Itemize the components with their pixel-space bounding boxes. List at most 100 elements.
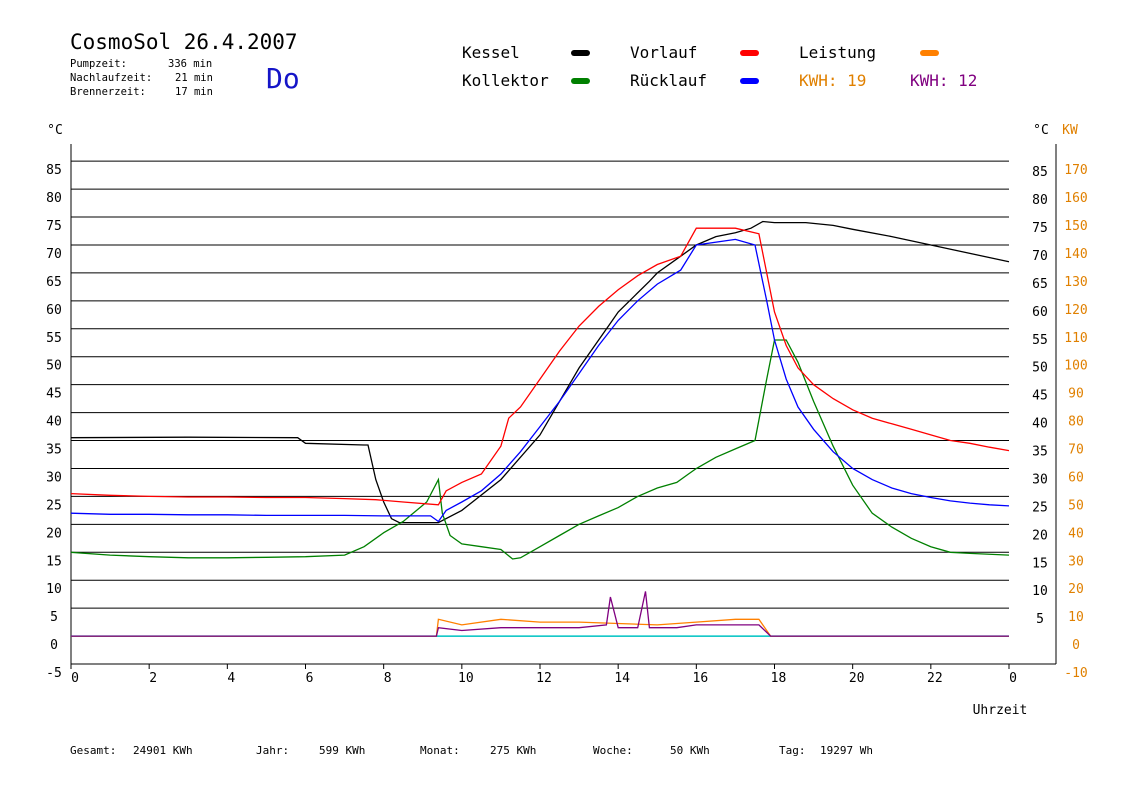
y-tick-label-power: 20 <box>1068 582 1084 597</box>
y-tick-label-right: 5 <box>1036 612 1044 627</box>
y-tick-label-left: 25 <box>46 498 62 513</box>
y-tick-label-right: 85 <box>1032 165 1048 180</box>
stat-label: Pumpzeit: <box>70 58 127 70</box>
y-tick-label-left: 65 <box>46 275 62 290</box>
stat-label: Brennerzeit: <box>70 86 146 98</box>
x-axis-label: Uhrzeit <box>973 703 1028 718</box>
y-tick-label-right: 45 <box>1032 389 1048 404</box>
stat-brennerzeit: Brennerzeit: 17 min <box>70 86 213 98</box>
y-tick-label-power: 130 <box>1064 275 1087 290</box>
x-tick-label: 22 <box>927 671 943 686</box>
y-tick-label-power: 30 <box>1068 554 1084 569</box>
footer-label: Tag: <box>779 744 806 757</box>
y-tick-label-left: 85 <box>46 163 62 178</box>
legend-label-leistung: Leistung <box>799 43 877 62</box>
y-tick-label-left: 70 <box>46 247 62 262</box>
legend-swatch-ruecklauf <box>740 78 759 84</box>
x-tick-label: 14 <box>614 671 630 686</box>
y-tick-label-left: 45 <box>46 387 62 402</box>
y-tick-label-right: 50 <box>1032 361 1048 376</box>
x-tick-label: 8 <box>384 671 392 686</box>
y-tick-label-right: 15 <box>1032 556 1048 571</box>
kwh-purple: KWH: 12 <box>910 71 977 90</box>
y-tick-label-power: 140 <box>1064 247 1087 262</box>
y-tick-label-right: 20 <box>1032 528 1048 543</box>
footer-woche: Woche: 50 KWh <box>593 744 710 757</box>
legend-label-kessel: Kessel <box>462 43 520 62</box>
y-tick-label-right: 75 <box>1032 221 1048 236</box>
y-tick-label-power: 60 <box>1068 470 1084 485</box>
series-line-2 <box>70 339 1010 560</box>
y-tick-label-left: -5 <box>46 666 62 681</box>
y-tick-label-left: 10 <box>46 582 62 597</box>
y-tick-label-power: 50 <box>1068 498 1084 513</box>
y-tick-label-power: 170 <box>1064 163 1087 178</box>
legend-label-kollektor: Kollektor <box>462 71 549 90</box>
footer-tag: Tag: 19297 Wh <box>779 744 873 757</box>
footer-value: 19297 Wh <box>820 744 873 757</box>
y-tick-label-right: 60 <box>1032 305 1048 320</box>
x-tick-label: 12 <box>536 671 552 686</box>
y-tick-label-right: 70 <box>1032 249 1048 264</box>
y-tick-label-power: 70 <box>1068 443 1084 458</box>
y-tick-label-right: 10 <box>1032 584 1048 599</box>
stat-nachlaufzeit: Nachlaufzeit: 21 min <box>70 72 213 84</box>
x-tick-label: 16 <box>693 671 709 686</box>
y-tick-label-left: 0 <box>50 638 58 653</box>
y-tick-label-right: 30 <box>1032 472 1048 487</box>
y-tick-label-power: 100 <box>1064 359 1087 374</box>
x-tick-label: 0 <box>71 671 79 686</box>
y-tick-label-power: 40 <box>1068 526 1084 541</box>
y-tick-label-left: 5 <box>50 610 58 625</box>
y-tick-label-power: 120 <box>1064 303 1087 318</box>
x-tick-label: 20 <box>849 671 865 686</box>
y-tick-label-right: 35 <box>1032 445 1048 460</box>
y-tick-label-left: 50 <box>46 359 62 374</box>
kwh-value: 19 <box>847 71 867 90</box>
weekday-label: Do <box>266 62 300 95</box>
footer-label: Monat: <box>420 744 460 757</box>
y-tick-label-power: -10 <box>1064 666 1087 681</box>
footer-label: Woche: <box>593 744 633 757</box>
x-tick-label: 4 <box>227 671 235 686</box>
y-tick-label-left: 35 <box>46 443 62 458</box>
kwh-label: KWH: <box>799 71 838 90</box>
footer-value: 275 KWh <box>490 744 537 757</box>
footer-jahr: Jahr: 599 KWh <box>256 744 365 757</box>
footer-gesamt: Gesamt: 24901 KWh <box>70 744 193 757</box>
y-tick-label-left: 40 <box>46 415 62 430</box>
kwh-orange: KWH: 19 <box>799 71 866 90</box>
x-tick-label: 0 <box>1009 671 1017 686</box>
stat-pumpzeit: Pumpzeit: 336 min <box>70 58 212 70</box>
y-tick-label-power: 10 <box>1068 610 1084 625</box>
stat-label: Nachlaufzeit: <box>70 72 153 84</box>
legend-swatch-leistung <box>920 50 939 56</box>
y-axis-unit-right: °C <box>1033 123 1049 138</box>
y-tick-label-left: 60 <box>46 303 62 318</box>
series-line-1 <box>70 220 1010 524</box>
y-axis-unit-left: °C <box>47 123 63 138</box>
y-tick-label-left: 30 <box>46 470 62 485</box>
stat-value: 17 min <box>175 86 213 98</box>
y-tick-label-left: 75 <box>46 219 62 234</box>
kwh-label: KWH: <box>910 71 949 90</box>
y-tick-label-right: 25 <box>1032 500 1048 515</box>
footer-value: 50 KWh <box>670 744 710 757</box>
y-tick-label-left: 15 <box>46 554 62 569</box>
legend-swatch-kollektor <box>571 78 590 84</box>
stat-value: 336 min <box>168 58 213 70</box>
series-line-3 <box>70 227 1010 506</box>
stat-value: 21 min <box>175 72 213 84</box>
series-line-5 <box>71 618 1009 637</box>
x-tick-label: 10 <box>458 671 474 686</box>
y-tick-label-power: 80 <box>1068 415 1084 430</box>
y-tick-label-right: 65 <box>1032 277 1048 292</box>
chart-title: CosmoSol 26.4.2007 <box>70 30 298 54</box>
y-tick-label-right: 55 <box>1032 333 1048 348</box>
y-axis-unit-power: KW <box>1062 123 1078 138</box>
y-tick-label-right: 80 <box>1032 193 1048 208</box>
series-line-6 <box>71 591 1009 637</box>
x-tick-label: 6 <box>306 671 314 686</box>
legend-swatch-kessel <box>571 50 590 56</box>
footer-value: 599 KWh <box>319 744 366 757</box>
